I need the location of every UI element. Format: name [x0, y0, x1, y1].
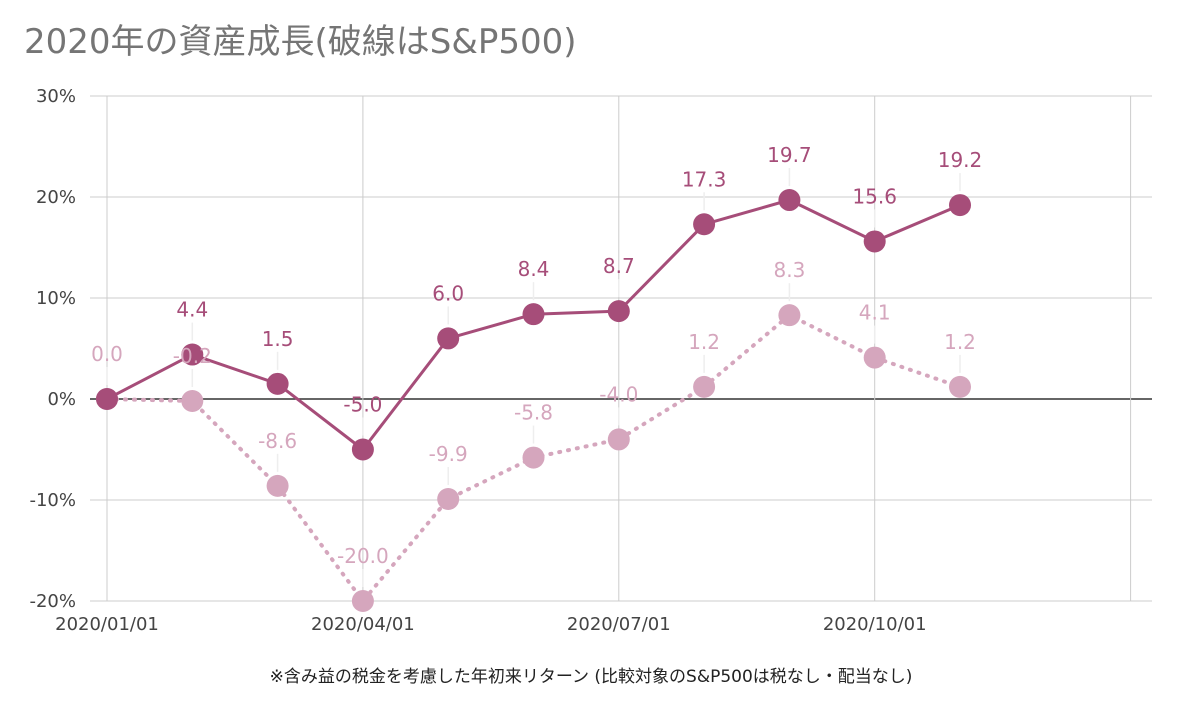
- data-label-dotted: 0.0: [91, 342, 123, 366]
- data-label-dotted: -20.0: [337, 544, 389, 568]
- data-point-solid: [351, 438, 374, 461]
- y-tick-label: -10%: [29, 490, 76, 511]
- y-tick-label: 0%: [47, 389, 76, 410]
- data-labels: 4.4 1.5 -5.0 6.0 8.4 8.7 17.3 19.7 15.6 19.2 0.0 -0…: [91, 143, 982, 587]
- data-point-dotted: [351, 590, 374, 612]
- data-label-solid: 8.4: [518, 257, 550, 281]
- data-point-dotted: [863, 346, 886, 369]
- data-label-solid: 6.0: [432, 281, 464, 305]
- data-point-solid: [266, 372, 289, 395]
- data-point-dotted: [437, 487, 460, 510]
- data-label-dotted: 8.3: [773, 258, 805, 282]
- data-point-solid: [778, 189, 801, 212]
- data-point-solid: [607, 300, 630, 323]
- series: [96, 189, 971, 612]
- data-point-solid: [693, 213, 716, 236]
- x-tick-label: 2020/10/01: [823, 614, 927, 635]
- x-tick-label: 2020/01/01: [55, 614, 159, 635]
- data-label-dotted: 1.2: [688, 330, 720, 354]
- data-point-dotted: [266, 474, 289, 497]
- data-point-dotted: [778, 304, 801, 327]
- data-label-solid: 1.5: [262, 327, 294, 351]
- y-tick-label: 30%: [36, 86, 76, 107]
- data-label-solid: 8.7: [603, 254, 635, 278]
- data-label-solid: -5.0: [343, 393, 382, 417]
- y-tick-label: 20%: [36, 187, 76, 208]
- data-point-dotted: [693, 375, 716, 398]
- data-label-dotted: -5.8: [514, 401, 553, 425]
- data-point-solid: [949, 194, 971, 217]
- y-tick-label: 10%: [36, 288, 76, 309]
- data-label-dotted: -9.9: [429, 442, 468, 466]
- x-tick-label: 2020/07/01: [567, 614, 671, 635]
- gridlines: [90, 95, 1152, 602]
- data-label-dotted: 4.1: [859, 301, 891, 325]
- data-point-dotted: [607, 428, 630, 451]
- data-point-solid: [437, 327, 460, 350]
- data-label-solid: 15.6: [852, 184, 897, 208]
- data-label-solid: 19.2: [938, 148, 983, 172]
- data-point-dotted: [949, 375, 971, 398]
- data-point-solid: [863, 230, 886, 253]
- data-label-dotted: 1.2: [944, 330, 976, 354]
- y-tick-label: -20%: [29, 591, 76, 612]
- data-point-solid: [522, 303, 545, 326]
- data-label-solid: 19.7: [767, 143, 812, 167]
- data-label-dotted: -0.2: [173, 344, 212, 368]
- chart-title: 2020年の資産成長(破線はS&P500): [24, 22, 577, 62]
- data-label-dotted: -4.0: [599, 382, 638, 406]
- data-point-solid: [96, 388, 118, 410]
- x-tick-label: 2020/04/01: [311, 614, 415, 635]
- chart-footnote: ※含み益の税金を考慮した年初来リターン (比較対象のS&P500は税なし・配当な…: [269, 667, 913, 687]
- data-point-dotted: [181, 390, 204, 413]
- data-label-solid: 4.4: [176, 298, 208, 322]
- data-label-solid: 17.3: [682, 167, 727, 191]
- data-point-solid: [181, 343, 204, 366]
- data-point-dotted: [522, 446, 545, 469]
- axis-labels: 30% 20% 10% 0% -10% -20%2020/01/01 2020/04/01 2…: [29, 86, 926, 635]
- data-label-dotted: -8.6: [258, 429, 297, 453]
